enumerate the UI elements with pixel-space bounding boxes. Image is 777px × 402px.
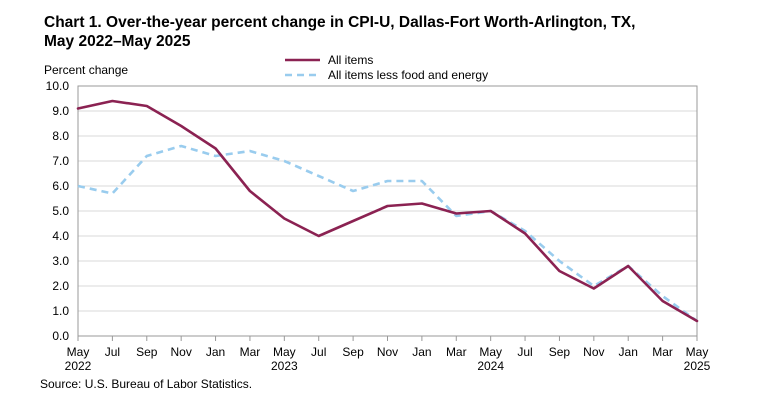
- x-tick-label: Sep: [136, 345, 158, 359]
- legend-label-all-items: All items: [328, 53, 373, 67]
- x-tick-label: Mar: [240, 345, 261, 359]
- x-tick-year-label: 2023: [271, 359, 298, 373]
- x-tick-year-label: 2022: [65, 359, 92, 373]
- series-line-all-items: [76, 99, 699, 323]
- x-tick-label: Jan: [206, 345, 225, 359]
- x-tick-label: Jul: [105, 345, 120, 359]
- y-tick-label: 5.0: [52, 204, 69, 218]
- gridlines: [78, 110, 697, 312]
- x-tick-label: Nov: [583, 345, 604, 359]
- series-lines: [76, 99, 699, 323]
- x-tick-label: Sep: [342, 345, 364, 359]
- x-tick-label: Jul: [311, 345, 326, 359]
- x-tick-label: Mar: [652, 345, 673, 359]
- y-tick-label: 10.0: [46, 79, 70, 93]
- chart-title: Chart 1. Over-the-year percent change in…: [44, 13, 744, 51]
- y-tick-label: 8.0: [52, 129, 69, 143]
- x-tick-label: May: [273, 345, 296, 359]
- x-tick-label: May: [479, 345, 502, 359]
- chart-title-line-2: May 2022–May 2025: [44, 33, 191, 50]
- y-tick-label: 7.0: [52, 154, 69, 168]
- series-line-all-items-less-food-and-energy: [77, 144, 698, 323]
- y-tick-label: 4.0: [52, 229, 69, 243]
- x-tick-label: Jul: [517, 345, 532, 359]
- x-tick-label: Sep: [549, 345, 571, 359]
- y-tick-label: 9.0: [52, 104, 69, 118]
- x-tick-label: Nov: [170, 345, 191, 359]
- x-tick-label: Mar: [446, 345, 467, 359]
- y-tick-label: 6.0: [52, 179, 69, 193]
- x-tick-label: May: [686, 345, 709, 359]
- y-tick-label: 0.0: [52, 329, 69, 343]
- legend-label-all-items-less-food-and-energy: All items less food and energy: [328, 68, 488, 82]
- source-note: Source: U.S. Bureau of Labor Statistics.: [40, 377, 253, 391]
- y-axis-ticks: 0.0 1.0 2.0 3.0 4.0 5.0 6.0 7.0 8.0 9.0 10.0: [46, 79, 70, 343]
- x-tick-label: Jan: [412, 345, 431, 359]
- x-tick-year-label: 2025: [684, 359, 711, 373]
- x-tick-label: May: [67, 345, 90, 359]
- x-tick-label: Nov: [377, 345, 398, 359]
- y-tick-label: 3.0: [52, 254, 69, 268]
- x-tick-year-label: 2024: [477, 359, 504, 373]
- y-axis-label: Percent change: [44, 63, 129, 77]
- y-tick-label: 1.0: [52, 304, 69, 318]
- x-tick-label: Jan: [619, 345, 638, 359]
- chart-title-line-1: Chart 1. Over-the-year percent change in…: [44, 14, 636, 31]
- y-tick-label: 2.0: [52, 279, 69, 293]
